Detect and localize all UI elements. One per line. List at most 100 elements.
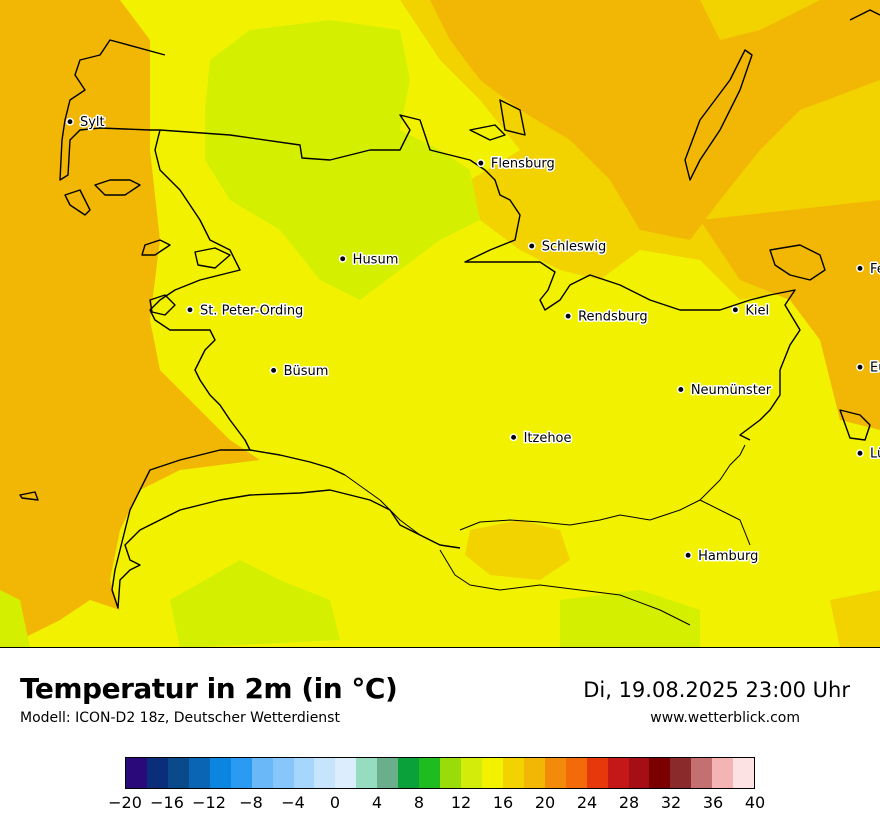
legend-swatch bbox=[670, 758, 692, 788]
city-dot bbox=[338, 254, 347, 263]
legend-swatch bbox=[293, 758, 315, 788]
city-label: Hamburg bbox=[698, 549, 758, 564]
city-hamburg[interactable]: Hamburg bbox=[684, 547, 760, 565]
southeast-green-field bbox=[560, 590, 700, 647]
chart-title: Temperatur in 2m (in °C) bbox=[20, 672, 398, 705]
legend-swatch bbox=[628, 758, 650, 788]
city-lubeck[interactable]: Lübeck bbox=[856, 445, 880, 463]
city-dot bbox=[476, 159, 485, 168]
legend-swatch bbox=[167, 758, 189, 788]
north-green-field bbox=[205, 20, 480, 300]
legend-tick-label: 4 bbox=[371, 793, 383, 812]
legend-swatch bbox=[440, 758, 461, 788]
city-fehmarn[interactable]: Fehmarn bbox=[856, 260, 880, 278]
legend-tick-label: 28 bbox=[618, 793, 640, 812]
city-label: Flensburg bbox=[491, 157, 555, 172]
city-markers: Sylt Flensburg Schleswig Husum Fehmarn St. Pe… bbox=[66, 114, 880, 565]
hamburg-warm-field bbox=[465, 520, 570, 580]
city-label: Rendsburg bbox=[578, 310, 648, 325]
city-dot bbox=[564, 312, 573, 321]
city-busum[interactable]: Büsum bbox=[269, 362, 330, 380]
legend-swatch bbox=[398, 758, 420, 788]
legend-tick-label: 24 bbox=[576, 793, 598, 812]
city-label: Sylt bbox=[80, 115, 105, 130]
model-info: Modell: ICON-D2 18z, Deutscher Wetterdie… bbox=[20, 710, 340, 726]
legend-swatch bbox=[523, 758, 545, 788]
legend-swatch bbox=[712, 758, 734, 788]
legend-tick-label: 20 bbox=[534, 793, 556, 812]
city-label: Lübeck bbox=[870, 447, 880, 462]
legend-swatch bbox=[377, 758, 399, 788]
forecast-datetime: Di, 19.08.2025 23:00 Uhr bbox=[583, 678, 850, 702]
southwest-green-field bbox=[0, 590, 30, 647]
coastlines bbox=[19, 9, 880, 609]
city-label: Husum bbox=[353, 252, 399, 267]
legend-swatch bbox=[586, 758, 608, 788]
city-schleswig[interactable]: Schleswig bbox=[527, 238, 608, 256]
city-dot bbox=[186, 305, 194, 314]
city-sylt[interactable]: Sylt bbox=[66, 114, 106, 132]
admin-borders bbox=[344, 444, 751, 626]
legend-tick-label: 36 bbox=[702, 793, 724, 812]
city-label: St. Peter-Ording bbox=[200, 303, 303, 318]
city-dot bbox=[509, 433, 518, 442]
city-husum[interactable]: Husum bbox=[338, 251, 400, 269]
map-canvas: Sylt Flensburg Schleswig Husum Fehmarn St. Pe… bbox=[0, 0, 880, 647]
city-itzehoe[interactable]: Itzehoe bbox=[509, 429, 573, 447]
fehmarn-orange-field bbox=[700, 200, 880, 430]
city-label: Eutin bbox=[870, 361, 880, 376]
city-rendsburg[interactable]: Rendsburg bbox=[564, 308, 649, 326]
city-st-peter-ording[interactable]: St. Peter-Ording bbox=[186, 302, 305, 320]
legend-swatch bbox=[356, 758, 378, 788]
city-label: Büsum bbox=[284, 364, 329, 379]
city-dot bbox=[676, 385, 685, 394]
city-eutin[interactable]: Eutin bbox=[856, 359, 880, 377]
legend-swatch bbox=[251, 758, 273, 788]
city-label: Schleswig bbox=[542, 240, 607, 255]
city-label: Neumünster bbox=[691, 383, 772, 398]
legend-swatch bbox=[544, 758, 566, 788]
legend-swatch bbox=[146, 758, 168, 788]
legend-swatch bbox=[565, 758, 587, 788]
legend-swatch bbox=[733, 758, 755, 788]
city-label: Kiel bbox=[745, 303, 769, 318]
legend-tick-label: 12 bbox=[450, 793, 472, 812]
city-neumunster[interactable]: Neumünster bbox=[676, 381, 773, 399]
legend-tick-label: 8 bbox=[413, 793, 425, 812]
city-dot bbox=[269, 366, 278, 375]
legend-tick-label: 0 bbox=[329, 793, 341, 812]
legend-swatch bbox=[272, 758, 294, 788]
legend-swatch bbox=[461, 758, 482, 788]
color-legend-ticks: −20 −16 −12 −8 −4 0 4 8 12 16 20 24 28 32 36 40 bbox=[0, 793, 880, 817]
legend-swatch bbox=[188, 758, 210, 788]
legend-swatch bbox=[502, 758, 524, 788]
temperature-map[interactable]: Sylt Flensburg Schleswig Husum Fehmarn St. Pe… bbox=[0, 0, 880, 648]
city-dot bbox=[66, 117, 74, 126]
city-dot bbox=[856, 363, 864, 372]
city-label: Itzehoe bbox=[524, 431, 572, 446]
legend-tick-label: −20 bbox=[108, 793, 142, 812]
city-kiel[interactable]: Kiel bbox=[731, 302, 771, 320]
legend-swatch bbox=[209, 758, 231, 788]
legend-tick-label: −12 bbox=[192, 793, 226, 812]
city-label: Fehmarn bbox=[870, 262, 880, 277]
legend-tick-label: 32 bbox=[660, 793, 682, 812]
legend-swatch bbox=[335, 758, 357, 788]
legend-tick-label: 40 bbox=[744, 793, 766, 812]
legend-swatch bbox=[481, 758, 503, 788]
legend-tick-label: −16 bbox=[150, 793, 184, 812]
city-dot bbox=[856, 264, 864, 273]
city-dot bbox=[527, 242, 536, 250]
legend-swatch bbox=[607, 758, 629, 788]
city-flensburg[interactable]: Flensburg bbox=[476, 155, 556, 173]
legend-tick-label: −8 bbox=[239, 793, 263, 812]
legend-swatch bbox=[230, 758, 252, 788]
website-link[interactable]: www.wetterblick.com bbox=[650, 710, 800, 726]
city-dot bbox=[731, 305, 740, 314]
west-sea-field bbox=[0, 0, 260, 640]
legend-swatch bbox=[126, 758, 147, 788]
legend-swatch bbox=[691, 758, 713, 788]
legend-tick-label: −4 bbox=[281, 793, 305, 812]
city-dot bbox=[856, 449, 864, 458]
southeast-warm-field bbox=[830, 590, 880, 647]
